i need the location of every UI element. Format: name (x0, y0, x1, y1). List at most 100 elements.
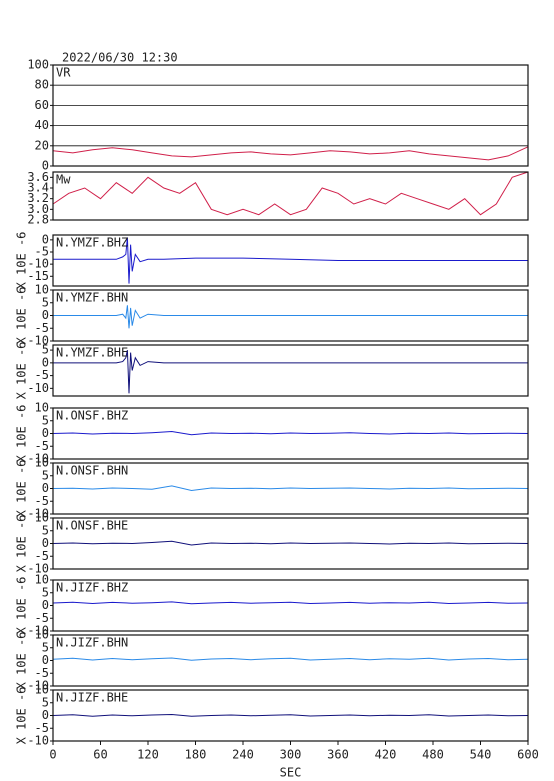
panel-label: N.JIZF.BHE (56, 691, 128, 705)
y-axis-label: X 10E -6 (15, 577, 29, 635)
y-tick-label: -10 (27, 381, 49, 395)
panel-frame (52, 517, 529, 570)
panel-label: N.JIZF.BHN (56, 636, 128, 650)
y-tick-label: -5 (35, 666, 49, 680)
waveform-line (53, 305, 528, 329)
chart-title: 2022/06/30 12:30 (62, 51, 178, 65)
y-tick-label: -5 (35, 245, 49, 259)
y-tick-label: 10 (35, 456, 49, 470)
y-tick-label: -5 (35, 549, 49, 563)
x-tick-label: 540 (470, 748, 492, 762)
x-tick-label: 60 (93, 748, 107, 762)
y-tick-label: 60 (35, 98, 49, 112)
x-tick-label: 600 (517, 748, 539, 762)
waveform-line (53, 349, 528, 394)
y-tick-label: -10 (27, 624, 49, 638)
y-tick-label: -5 (35, 721, 49, 735)
y-tick-label: -10 (27, 734, 49, 748)
y-tick-label: 0 (42, 159, 49, 173)
x-tick-label: 0 (49, 748, 56, 762)
waveform-line (52, 540, 529, 546)
y-tick-label: 3.0 (27, 202, 49, 216)
panel-label: N.ONSF.BHZ (56, 409, 128, 423)
y-tick-label: -5 (35, 494, 49, 508)
y-tick-label: 2.8 (27, 213, 49, 227)
panel-label: N.YMZF.BHN (56, 291, 128, 305)
y-tick-label: -5 (35, 439, 49, 453)
y-tick-label: -10 (27, 562, 49, 576)
panel-frame (52, 64, 529, 167)
y-axis-label: X 10E -6 (15, 342, 29, 400)
y-tick-label: -10 (27, 257, 49, 271)
y-tick-label: 5 (42, 413, 49, 427)
y-tick-label: 5 (42, 468, 49, 482)
panel-label: N.YMZF.BHZ (56, 236, 128, 250)
y-tick-label: 5 (42, 585, 49, 599)
y-tick-label: 5 (42, 343, 49, 357)
y-tick-label: -10 (27, 334, 49, 348)
x-tick-label: 180 (185, 748, 207, 762)
y-tick-label: 10 (35, 628, 49, 642)
y-tick-label: 20 (35, 138, 49, 152)
panel-frame (52, 344, 529, 397)
y-axis-label: X 10E -6 (15, 632, 29, 690)
panel-frame (52, 289, 529, 342)
x-tick-label: 300 (280, 748, 302, 762)
panel-label: N.ONSF.BHE (56, 519, 128, 533)
y-tick-label: 40 (35, 118, 49, 132)
panel-label: VR (56, 66, 71, 80)
y-tick-label: -5 (35, 611, 49, 625)
waveform-line (52, 657, 529, 661)
waveform-line (52, 171, 529, 216)
panel-label: Mw (56, 173, 71, 187)
y-tick-label: 0 (42, 708, 49, 722)
y-tick-label: 3.2 (27, 191, 49, 205)
panel-frame (52, 407, 529, 460)
y-tick-label: 3.4 (27, 181, 49, 195)
panel-frame (52, 579, 529, 632)
panel-label: N.ONSF.BHN (56, 464, 128, 478)
y-tick-label: 0 (42, 426, 49, 440)
y-tick-label: 0 (42, 536, 49, 550)
y-axis-label: X 10E -6 (15, 460, 29, 518)
x-tick-label: 240 (232, 748, 254, 762)
waveform-line (53, 237, 528, 284)
panel-frame (52, 462, 529, 515)
y-tick-label: 3.6 (27, 170, 49, 184)
x-tick-label: 420 (375, 748, 397, 762)
y-tick-label: -10 (27, 452, 49, 466)
x-axis-label: SEC (280, 766, 302, 780)
waveform-line (52, 713, 529, 717)
y-tick-label: 100 (27, 58, 49, 72)
y-tick-label: 10 (35, 511, 49, 525)
y-tick-label: -5 (35, 368, 49, 382)
y-tick-label: 5 (42, 640, 49, 654)
panel-label: N.YMZF.BHE (56, 346, 128, 360)
x-tick-label: 480 (422, 748, 444, 762)
waveform-line (52, 146, 529, 161)
panel-frame (52, 171, 529, 221)
y-axis-label: X 10E -6 (15, 405, 29, 463)
y-tick-label: -5 (35, 321, 49, 335)
y-axis-label: X 10E -6 (15, 515, 29, 573)
y-tick-label: 5 (42, 523, 49, 537)
y-axis-label: X 10E -6 (15, 232, 29, 290)
y-tick-label: 10 (35, 401, 49, 415)
panel-frame (52, 634, 529, 687)
y-tick-label: 0 (42, 481, 49, 495)
y-tick-label: -15 (27, 269, 49, 283)
y-tick-label: 5 (42, 695, 49, 709)
x-tick-label: 120 (137, 748, 159, 762)
y-tick-label: -10 (27, 679, 49, 693)
y-tick-label: 80 (35, 78, 49, 92)
panel-frame (52, 234, 529, 287)
x-tick-label: 360 (327, 748, 349, 762)
y-tick-label: 0 (42, 653, 49, 667)
y-axis-label: X 10E -6 (15, 687, 29, 745)
y-tick-label: 5 (42, 295, 49, 309)
y-tick-label: 10 (35, 573, 49, 587)
waveform-line (52, 485, 529, 492)
panel-label: N.JIZF.BHZ (56, 581, 128, 595)
y-tick-label: 0 (42, 232, 49, 246)
